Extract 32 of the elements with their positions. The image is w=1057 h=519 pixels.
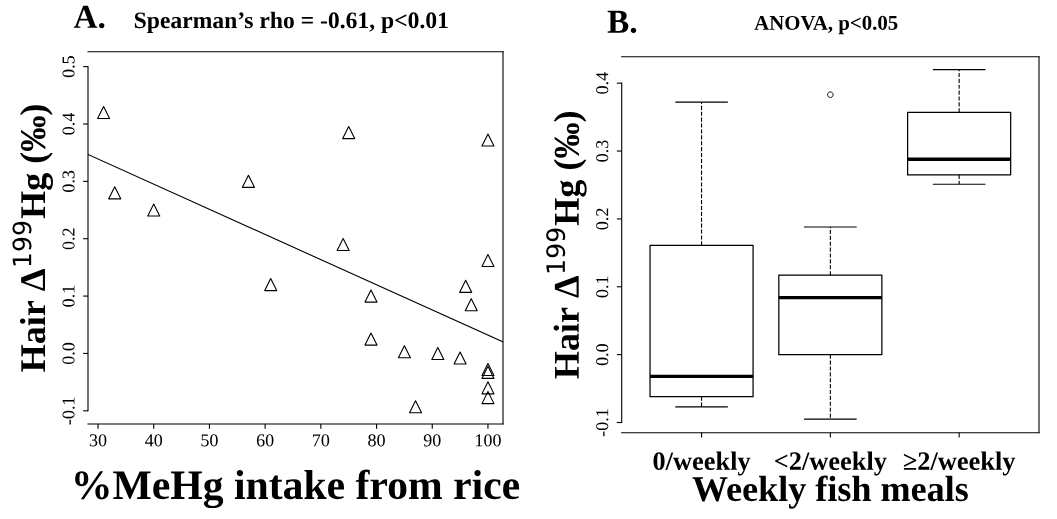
y-axis-title: Hair Δ$^{199}$Hg (‰): [546, 112, 587, 379]
y-tick-label: 0.0: [62, 342, 75, 365]
y-tick-label: 0.1: [62, 285, 75, 307]
y-tick-label: 0.0: [596, 344, 609, 366]
y-tick-label: 0.5: [62, 56, 75, 78]
chart-title: B.: [607, 10, 637, 34]
y-tick-label: 0.1: [596, 276, 609, 298]
x-tick-label: 50: [201, 434, 218, 447]
x-tick-label: 80: [368, 434, 385, 447]
y-axis-title: Hair Δ$^{199}$Hg (‰): [12, 105, 53, 372]
y-tick-label: 0.2: [596, 208, 609, 230]
chart-title: A.: [73, 5, 105, 29]
y-tick-label: -0.1: [596, 409, 609, 437]
y-tick-label: 0.3: [596, 140, 609, 162]
x-tick-label: 0/weekly: [653, 451, 751, 476]
x-tick-label: <2/weekly: [775, 451, 887, 476]
chart-subtitle: Spearman’s rho = -0.61, p<0.01: [134, 11, 448, 34]
y-tick-label: 0.2: [62, 228, 75, 250]
x-tick-label: 70: [313, 434, 330, 447]
x-tick-label: ≥2/weekly: [903, 451, 1016, 476]
x-tick-label: 100: [476, 434, 501, 447]
y-tick-label: -0.1: [62, 397, 75, 425]
x-axis-title: %MeHg intake from rice: [75, 469, 520, 509]
x-tick-label: 40: [145, 434, 163, 447]
y-tick-label: 0.4: [596, 72, 609, 94]
x-tick-label: 60: [256, 434, 274, 447]
x-tick-label: 90: [423, 434, 441, 447]
y-tick-label: 0.3: [62, 170, 75, 192]
chart-subtitle: ANOVA, p<0.05: [754, 15, 898, 35]
y-tick-label: 0.4: [62, 112, 75, 135]
x-axis-title: Weekly fish meals: [692, 475, 968, 509]
x-tick-label: 30: [89, 434, 107, 447]
